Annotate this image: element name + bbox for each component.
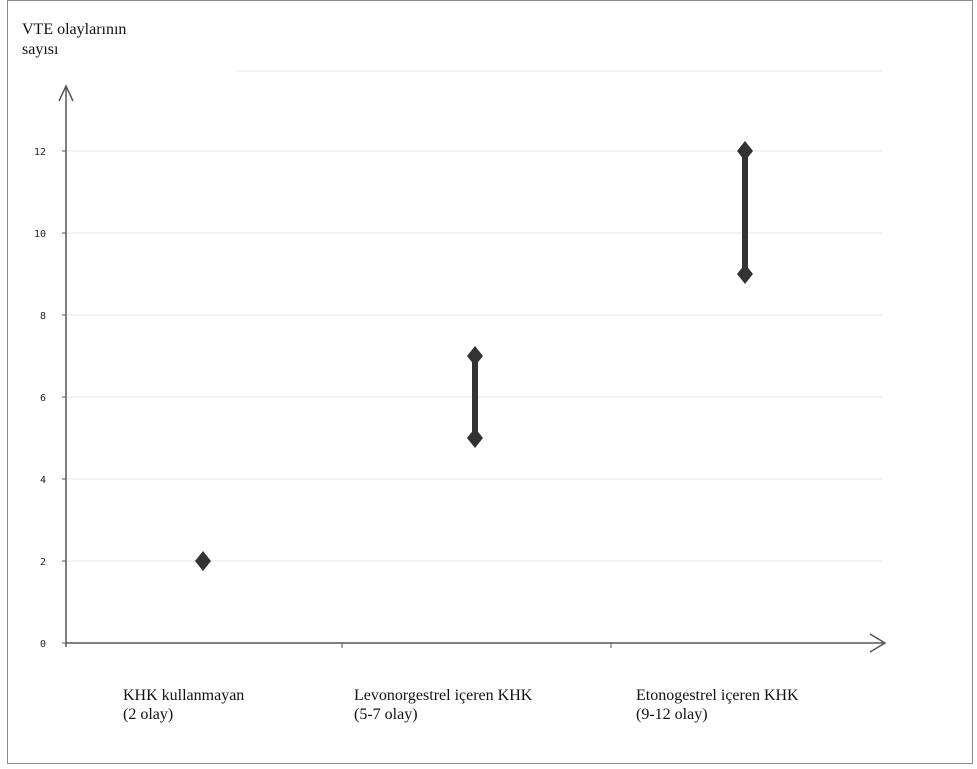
marker-low-3 (737, 264, 753, 284)
y-tick-label-8: 8 (40, 311, 46, 322)
y-tick-label-0: 0 (40, 639, 46, 650)
y-tick-label-2: 2 (40, 557, 46, 568)
category-label-2: Levonorgestrel içeren KHK (5-7 olay) (354, 686, 532, 724)
y-axis-arrow (58, 84, 74, 102)
y-tick-label-6: 6 (40, 393, 46, 404)
x-axis-arrow (869, 633, 887, 653)
category-label-1-line2: (2 olay) (123, 706, 174, 723)
y-axis-title: VTE olaylarının sayısı (22, 21, 127, 58)
category-label-3: Etonogestrel içeren KHK (9-12 olay) (636, 686, 799, 724)
marker-low-2 (467, 428, 483, 448)
chart-frame (7, 0, 973, 764)
category-label-1-line1: KHK kullanmayan (123, 687, 245, 704)
marker-1 (195, 551, 211, 571)
category-label-2-line2: (5-7 olay) (354, 706, 418, 723)
y-tick-label-12: 12 (34, 147, 46, 158)
category-label-3-line2: (9-12 olay) (636, 706, 708, 723)
category-label-2-line1: Levonorgestrel içeren KHK (354, 687, 533, 704)
category-label-1: KHK kullanmayan (2 olay) (123, 686, 244, 724)
y-tick-label-4: 4 (40, 475, 46, 486)
marker-high-3 (737, 141, 753, 161)
y-tick-label-10: 10 (34, 229, 46, 240)
marker-high-2 (467, 346, 483, 366)
category-label-3-line1: Etonogestrel içeren KHK (636, 687, 799, 704)
